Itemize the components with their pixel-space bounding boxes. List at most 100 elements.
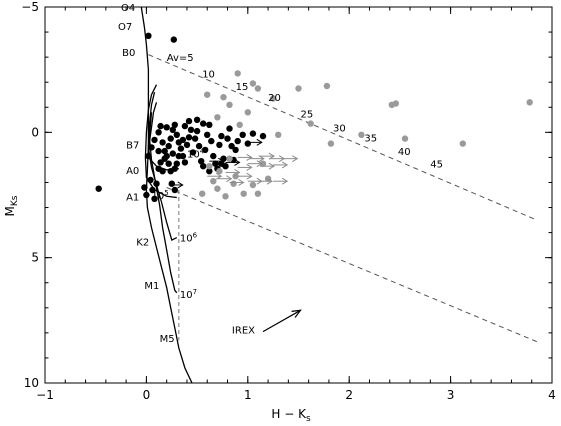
black-data-point xyxy=(181,122,189,130)
black-data-point xyxy=(206,121,213,128)
x-tick-label: 0 xyxy=(143,388,151,402)
x-axis-label: H − Ks xyxy=(271,407,311,424)
gray-data-point xyxy=(234,70,241,77)
black-data-point xyxy=(147,176,154,184)
gray-data-point xyxy=(307,120,314,127)
reddening-dashed-line xyxy=(166,187,537,343)
gray-limit-arrow-head xyxy=(292,155,299,163)
x-tick-label: −1 xyxy=(36,388,54,402)
black-data-point xyxy=(175,152,182,160)
isochrone-label-exponent: 4 xyxy=(200,148,205,156)
black-data-point xyxy=(200,120,207,127)
gray-data-point xyxy=(214,114,221,121)
y-axis-label: MKs xyxy=(3,195,20,216)
y-tick-label: 10 xyxy=(24,376,39,390)
black-data-point xyxy=(143,191,150,199)
gray-data-point xyxy=(401,135,409,142)
gray-data-point xyxy=(526,99,533,106)
gray-limit-arrow-head xyxy=(246,172,253,180)
gray-data-point xyxy=(392,100,399,107)
black-data-point xyxy=(145,152,152,160)
black-data-point xyxy=(171,121,178,128)
extinction-av-label: 30 xyxy=(333,123,346,134)
gray-data-point xyxy=(459,140,466,147)
gray-data-point xyxy=(204,91,211,98)
black-data-point xyxy=(167,168,174,175)
x-tick-label: 1 xyxy=(244,388,252,402)
black-data-point xyxy=(208,137,215,145)
black-data-point xyxy=(141,184,148,191)
gray-data-point xyxy=(232,173,239,180)
black-data-point xyxy=(157,122,164,130)
reddening-vector-head xyxy=(291,309,302,318)
gray-data-point xyxy=(249,181,257,189)
gray-limit-arrow-head xyxy=(281,177,289,185)
black-data-point xyxy=(163,124,170,131)
gray-data-point xyxy=(210,178,217,185)
gray-data-point xyxy=(249,80,257,87)
black-data-point xyxy=(198,158,205,165)
gray-data-point xyxy=(323,82,331,90)
plot-frame xyxy=(44,6,553,384)
extinction-av-label: 45 xyxy=(430,160,443,171)
black-data-point xyxy=(167,135,174,142)
black-data-point xyxy=(165,160,172,167)
spectral-type-label: B0 xyxy=(122,48,135,59)
gray-limit-arrow-head xyxy=(215,172,223,180)
gray-data-point xyxy=(230,180,237,187)
gray-limit-arrow-head xyxy=(266,177,273,185)
black-data-point xyxy=(206,168,213,175)
gray-data-point xyxy=(222,193,229,200)
gray-limit-arrow-head xyxy=(246,153,253,161)
gray-data-point xyxy=(199,190,206,197)
isochrone-label: 106 xyxy=(180,232,198,245)
y-tick-label: 5 xyxy=(31,251,39,265)
spectral-type-label: O4 xyxy=(121,3,135,14)
black-data-point xyxy=(210,152,217,160)
reddening-dashed-line xyxy=(148,54,537,221)
y-tick-label: 0 xyxy=(31,125,39,139)
black-data-point xyxy=(189,149,197,156)
spectral-type-label: O7 xyxy=(118,22,132,33)
x-tick-label: 4 xyxy=(548,388,556,402)
black-limit-arrow-head xyxy=(256,138,263,146)
black-data-point xyxy=(228,142,235,150)
black-data-point xyxy=(159,168,166,175)
spectral-type-label: A0 xyxy=(126,166,139,177)
gray-data-point xyxy=(226,101,233,109)
spectral-type-label: M1 xyxy=(144,281,159,292)
black-data-point xyxy=(191,135,199,142)
black-data-point xyxy=(148,144,155,151)
gray-data-point xyxy=(327,140,335,147)
black-data-point xyxy=(155,129,162,136)
gray-data-point xyxy=(295,85,302,92)
gray-data-point xyxy=(206,163,213,170)
spectral-type-label: M5 xyxy=(160,334,175,345)
x-axis-label-main: H − K xyxy=(271,407,307,421)
black-data-point xyxy=(202,146,209,154)
black-data-point xyxy=(95,185,102,192)
extinction-av-label: 25 xyxy=(301,110,314,121)
black-data-point xyxy=(200,163,207,170)
black-data-point xyxy=(169,126,176,133)
black-data-point xyxy=(161,155,168,162)
black-data-point xyxy=(157,159,164,166)
reddening-vector-shaft xyxy=(262,309,301,333)
black-data-point xyxy=(168,180,175,187)
gray-limit-arrow-head xyxy=(246,163,253,171)
extinction-av-label: Av=5 xyxy=(167,53,194,64)
gray-data-point xyxy=(254,85,262,92)
black-data-point xyxy=(181,159,189,166)
extinction-av-label: 20 xyxy=(268,93,281,104)
spectral-type-label: K2 xyxy=(136,237,149,248)
x-tick-label: 2 xyxy=(345,388,353,402)
black-limit-arrow-head xyxy=(234,158,241,166)
spectral-type-label: A1 xyxy=(126,192,139,203)
y-axis-label-sub: Ks xyxy=(10,195,20,206)
annotation-labels: O4O7B0B7A0A1K2M1M5Av=5101520253035404510… xyxy=(118,3,443,345)
gray-limit-arrow-head xyxy=(256,160,263,168)
gray-data-point xyxy=(269,95,277,102)
y-tick-label: −5 xyxy=(21,0,39,14)
gray-limit-arrow-head xyxy=(258,155,265,163)
